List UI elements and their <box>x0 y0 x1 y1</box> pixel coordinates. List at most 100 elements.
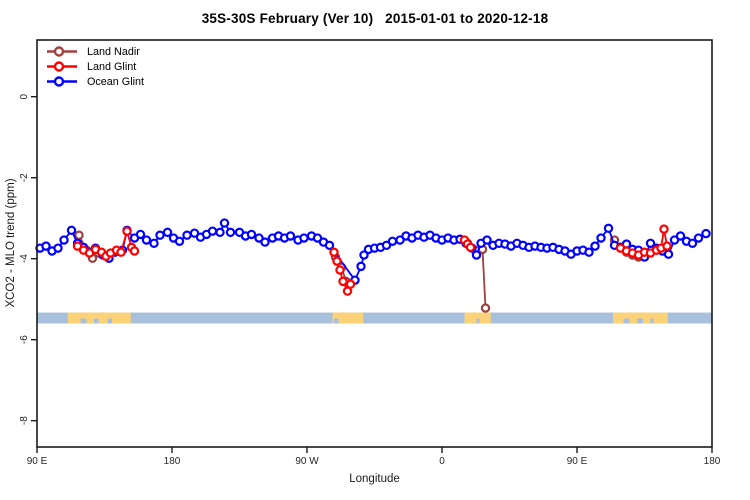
y-tick-label: -8 <box>19 416 30 425</box>
data-point <box>645 238 656 248</box>
data-point <box>675 231 686 241</box>
data-point <box>332 256 342 266</box>
land-nadir-marker-icon <box>47 46 77 57</box>
data-point <box>335 265 345 275</box>
ocean-band <box>37 312 712 324</box>
land-patch <box>67 312 131 324</box>
legend-item-ocean-glint: Ocean Glint <box>46 74 144 89</box>
y-axis-title: XCO2 - MLO trend (ppm) <box>5 178 17 308</box>
data-point <box>149 238 159 248</box>
data-point <box>480 303 491 313</box>
legend-item-land-glint: Land Glint <box>46 59 144 74</box>
plot-border <box>36 39 713 448</box>
data-point <box>182 230 192 240</box>
x-tick-label: 90 E <box>567 456 588 467</box>
data-point <box>687 238 698 248</box>
x-tick-label: 180 <box>704 456 721 467</box>
data-point <box>596 233 606 243</box>
coast-notch <box>476 318 480 324</box>
data-point <box>74 230 84 240</box>
land-patch <box>464 312 491 324</box>
legend-label: Land Glint <box>87 60 137 73</box>
data-point <box>285 231 296 241</box>
x-tick-label: 0 <box>439 456 445 467</box>
data-point <box>225 227 236 238</box>
y-tick-label: -4 <box>19 254 30 263</box>
data-point <box>693 233 704 243</box>
data-point <box>584 247 594 257</box>
data-point <box>603 223 614 234</box>
y-axis: 0 -2 -4 -6 -8 <box>19 93 37 425</box>
coast-notch <box>107 318 112 324</box>
map-strip <box>37 312 712 324</box>
data-point <box>66 225 77 236</box>
data-point <box>72 241 83 251</box>
data-point <box>129 246 140 256</box>
data-point <box>338 276 348 287</box>
x-tick-label: 90 E <box>27 456 48 467</box>
data-point <box>59 235 69 245</box>
data-point <box>482 235 492 245</box>
land-glint-marker-icon <box>47 61 77 72</box>
chart-title: 35S-30S February (Ver 10) 2015-01-01 to … <box>201 11 549 26</box>
data-point <box>663 249 674 259</box>
y-tick-label: 0 <box>19 93 30 99</box>
data-point <box>465 242 476 253</box>
coast-notch <box>94 318 99 324</box>
y-tick-label: -2 <box>19 173 30 182</box>
data-point <box>41 241 51 251</box>
data-point <box>669 235 680 245</box>
data-point <box>116 247 126 257</box>
data-point <box>329 247 339 257</box>
legend-label: Ocean Glint <box>87 75 145 88</box>
y-tick-label: -6 <box>19 335 30 344</box>
x-axis-title: Longitude <box>349 473 400 485</box>
coast-notch <box>650 318 654 324</box>
data-point <box>174 236 185 246</box>
data-point <box>122 226 132 236</box>
ocean-glint-series <box>35 218 711 285</box>
legend: Land Nadir Land Glint Ocean Glint <box>46 44 144 89</box>
data-point <box>359 250 369 260</box>
coast-notch <box>623 318 630 324</box>
data-point <box>215 227 225 238</box>
data-point <box>471 250 482 260</box>
ocean-glint-marker-icon <box>47 76 77 87</box>
data-point <box>260 237 270 247</box>
data-point <box>141 235 152 245</box>
data-point <box>155 230 165 240</box>
land-patch <box>332 312 364 324</box>
data-point <box>162 227 173 238</box>
data-point <box>312 233 323 243</box>
legend-label: Land Nadir <box>87 45 140 58</box>
land-patch <box>613 312 668 324</box>
data-point <box>590 241 600 251</box>
x-tick-label: 90 W <box>295 456 319 467</box>
legend-item-land-nadir: Land Nadir <box>46 44 144 59</box>
data-point <box>387 236 398 246</box>
data-point <box>207 226 218 236</box>
coast-notch <box>334 318 339 324</box>
data-point <box>381 240 392 251</box>
data-point <box>662 241 672 251</box>
data-point <box>189 228 200 238</box>
data-point <box>135 229 146 240</box>
data-point <box>246 229 257 240</box>
data-point <box>219 218 230 228</box>
data-point <box>324 240 335 251</box>
data-point <box>254 233 264 243</box>
x-axis: 90 E 180 90 W 0 90 E 180 <box>27 447 721 467</box>
data-point <box>701 228 711 239</box>
coast-notch <box>80 318 87 324</box>
coast-notch <box>637 318 643 324</box>
land-glint-series <box>72 224 672 296</box>
data-point <box>356 261 366 272</box>
data-point <box>395 235 405 245</box>
data-point <box>53 243 63 253</box>
data-point <box>299 233 309 243</box>
x-tick-label: 180 <box>164 456 181 467</box>
data-point <box>345 279 356 289</box>
data-point <box>659 224 669 234</box>
